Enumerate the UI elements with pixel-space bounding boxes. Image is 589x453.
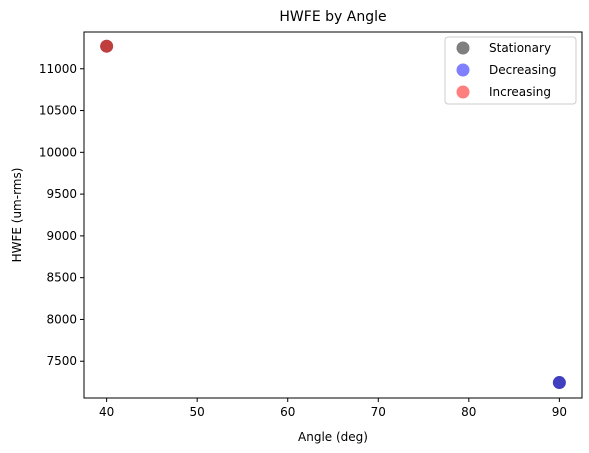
y-tick-label: 7500 [46, 354, 77, 368]
legend-marker-decreasing [456, 63, 470, 77]
legend-label-stationary: Stationary [489, 41, 551, 55]
legend-marker-increasing [456, 85, 470, 99]
y-tick-label: 11000 [39, 62, 77, 76]
chart-title: HWFE by Angle [279, 9, 386, 25]
y-tick-label: 8000 [46, 312, 77, 326]
x-tick-label: 50 [190, 405, 205, 419]
y-tick-label: 9500 [46, 187, 77, 201]
x-tick-label: 80 [461, 405, 476, 419]
x-tick-label: 70 [371, 405, 386, 419]
y-tick-label: 10500 [39, 104, 77, 118]
points-layer [100, 39, 566, 390]
y-tick-label: 8500 [46, 271, 77, 285]
legend-label-decreasing: Decreasing [489, 63, 556, 77]
legend-box [444, 36, 577, 105]
y-tick-label: 9000 [46, 229, 77, 243]
x-axis-label: Angle (deg) [298, 430, 368, 444]
x-axis-ticks: 40 50 60 70 80 90 [99, 398, 567, 419]
legend: Stationary Decreasing Increasing [444, 36, 577, 105]
y-axis-ticks: 7500 8000 8500 9000 9500 10000 10500 11000 [39, 62, 84, 368]
x-tick-label: 40 [99, 405, 114, 419]
x-tick-label: 90 [552, 405, 567, 419]
y-tick-label: 10000 [39, 145, 77, 159]
legend-marker-stationary [456, 41, 470, 55]
y-axis-label: HWFE (um-rms) [10, 168, 24, 263]
x-tick-label: 60 [280, 405, 295, 419]
data-point-increasing [100, 39, 114, 53]
data-point-decreasing [552, 376, 566, 390]
plot-frame [83, 31, 583, 399]
legend-label-increasing: Increasing [489, 85, 551, 99]
legend-entries: Stationary Decreasing Increasing [456, 41, 556, 99]
